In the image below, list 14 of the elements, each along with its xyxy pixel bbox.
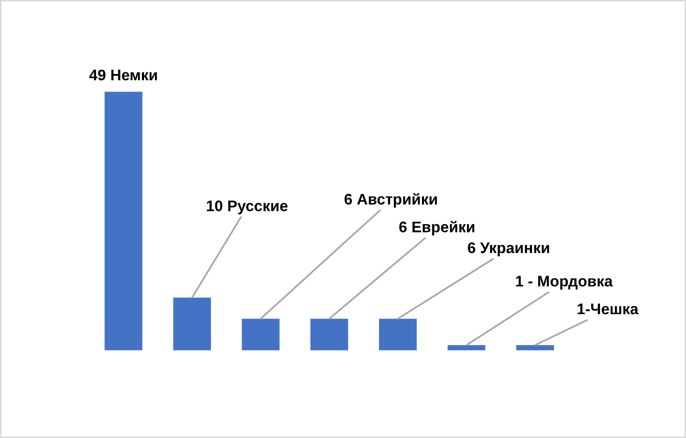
bar — [448, 345, 486, 350]
bar — [104, 92, 142, 350]
data-label: 10 Русские — [206, 200, 288, 214]
bar — [516, 345, 554, 350]
data-label: 6 Украинки — [468, 242, 550, 256]
bar — [310, 318, 348, 350]
bar — [242, 318, 280, 350]
bar — [379, 318, 417, 350]
data-label: 49 Немки — [89, 70, 157, 80]
data-label: 1-Чешка — [578, 304, 639, 314]
data-label: 6 Австрийки — [344, 193, 437, 208]
data-label: 1 - Мордовка — [516, 276, 613, 290]
data-label: 6 Еврейки — [399, 220, 474, 236]
bar — [173, 298, 211, 350]
